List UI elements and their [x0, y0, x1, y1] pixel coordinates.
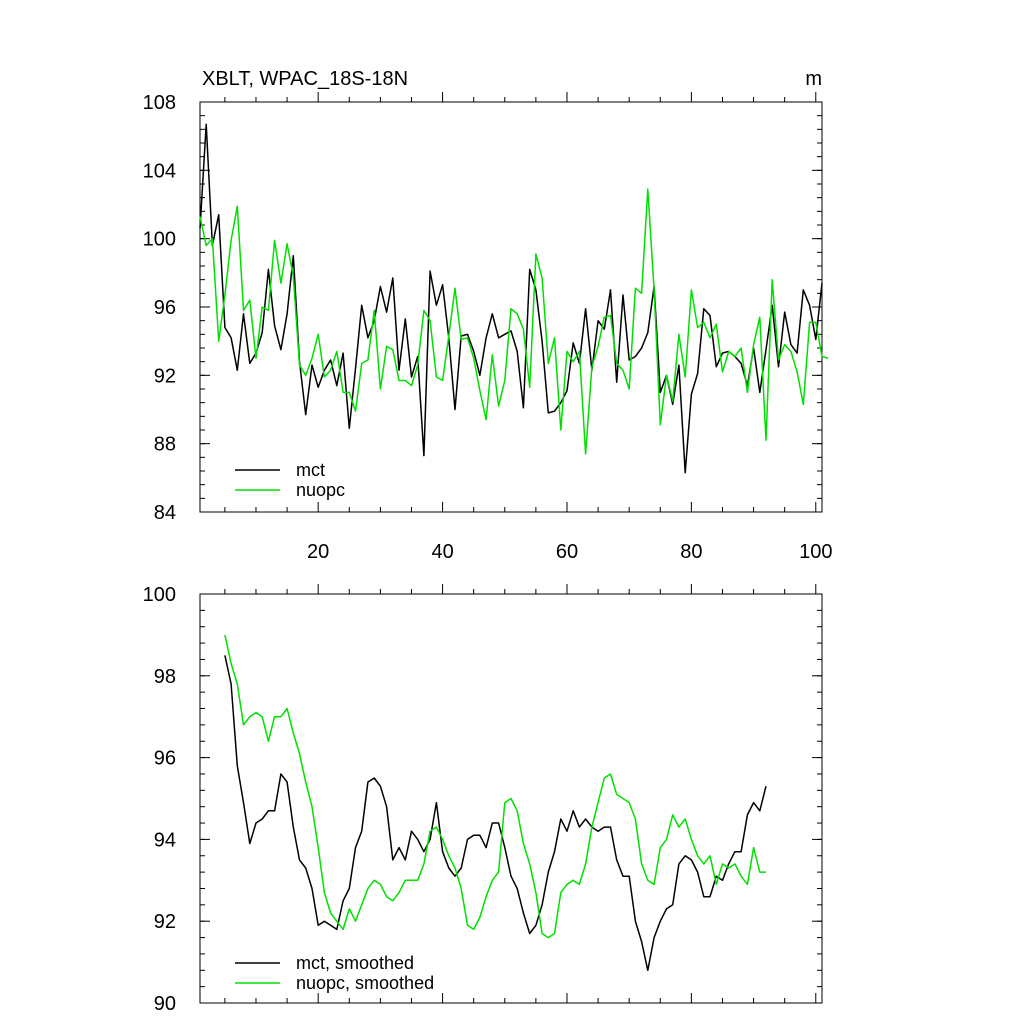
x-tick-label: 80 [680, 541, 702, 563]
series-line-mct [199, 123, 823, 474]
legend-label: mct, smoothed [296, 953, 414, 973]
y-tick-label: 88 [154, 434, 176, 456]
legend-label: nuopc, smoothed [296, 973, 434, 993]
y-tick-label: 104 [143, 160, 176, 182]
y-tick-label: 98 [154, 666, 176, 688]
x-tick-label: 60 [556, 541, 578, 563]
y-tick-label: 108 [143, 92, 176, 114]
chart-title: XBLT, WPAC_18S-18N [202, 68, 408, 90]
series-line-nuopc [199, 188, 829, 455]
x-tick-label: 40 [431, 541, 453, 563]
y-tick-label: 100 [143, 229, 176, 251]
x-tick-label: 100 [799, 541, 832, 563]
x-tick-label: 20 [307, 541, 329, 563]
units-label: m [805, 68, 822, 90]
plot-frame [199, 101, 823, 513]
y-tick-label: 94 [154, 829, 176, 851]
y-tick-label: 96 [154, 748, 176, 770]
y-tick-label: 100 [143, 584, 176, 606]
top-panel-xblt: 84 88 92 96 100 104 108 20 40 60 80 100 XBLT, WPAC_1… [143, 68, 833, 563]
y-tick-label: 96 [154, 297, 176, 319]
y-tick-label: 84 [154, 502, 176, 524]
legend-label: nuopc [296, 480, 345, 500]
y-tick-label: 92 [154, 365, 176, 387]
y-tick-label: 92 [154, 911, 176, 933]
plot-frame [199, 593, 823, 1004]
legend-label: mct [296, 460, 325, 480]
y-tick-label: 90 [154, 993, 176, 1015]
series-line-mct-smoothed [224, 655, 767, 972]
series-line-nuopc-smoothed [224, 634, 766, 939]
